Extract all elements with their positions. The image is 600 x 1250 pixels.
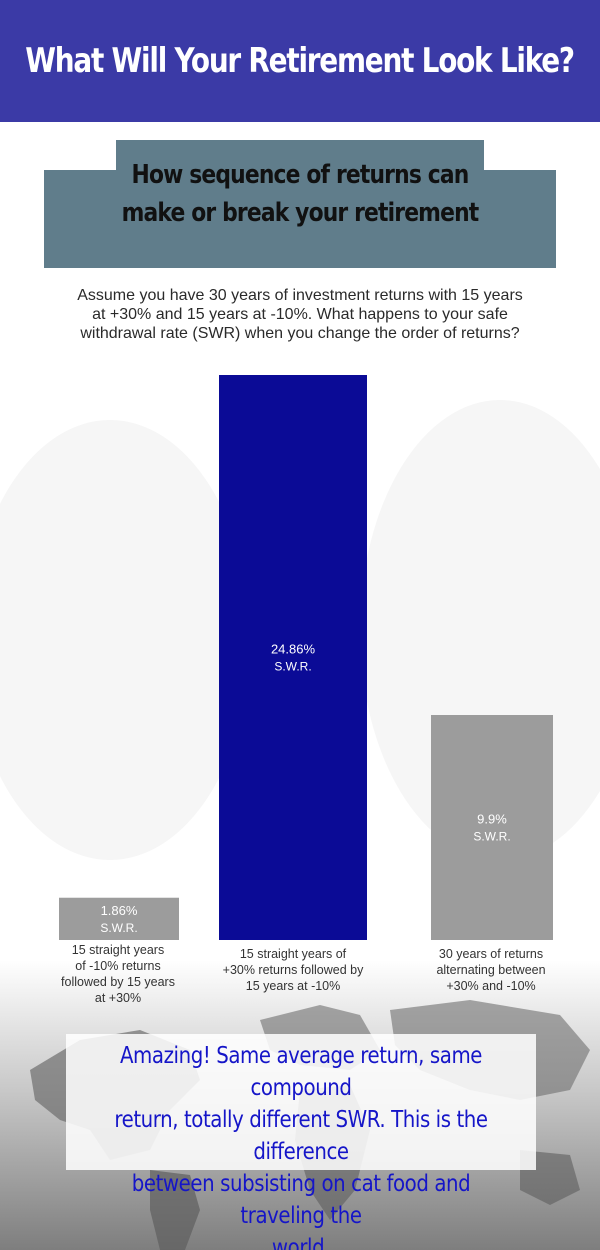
category-label-line: 15 straight years of bbox=[239, 947, 347, 961]
bar-value-label: 9.9% bbox=[477, 812, 507, 827]
intro-line: Assume you have 30 years of investment r… bbox=[77, 287, 523, 304]
category-label-line: +30% and -10% bbox=[446, 979, 536, 993]
category-label: 15 straight years of +30% returns follow… bbox=[218, 946, 368, 994]
subtitle-banner: How sequence of returns can make or brea… bbox=[44, 140, 556, 270]
intro-line: at +30% and 15 years at -10%. What happe… bbox=[92, 306, 508, 323]
intro-paragraph: Assume you have 30 years of investment r… bbox=[60, 286, 540, 343]
bar-2 bbox=[219, 375, 367, 940]
bar-1 bbox=[59, 897, 179, 940]
bar-value-label: 24.86% bbox=[271, 642, 316, 657]
banner-line: make or break your retirement bbox=[121, 198, 480, 228]
banner-heading: How sequence of returns can make or brea… bbox=[85, 156, 515, 232]
footer-line: world. bbox=[271, 1235, 331, 1250]
swr-bar-chart: 1.86% S.W.R. 24.86% S.W.R. 9.9% S.W.R. bbox=[59, 375, 553, 940]
category-label-line: of -10% returns bbox=[75, 959, 161, 973]
footer-line: Amazing! Same average return, same compo… bbox=[119, 1043, 483, 1101]
category-label-line: +30% returns followed by bbox=[222, 963, 364, 977]
category-label-line: 15 years at -10% bbox=[245, 979, 341, 993]
bar-unit-label: S.W.R. bbox=[274, 660, 311, 674]
category-label-line: followed by 15 years bbox=[61, 975, 175, 989]
category-label-line: alternating between bbox=[436, 963, 546, 977]
footer-line: between subsisting on cat food and trave… bbox=[131, 1171, 471, 1229]
footer-callout-box bbox=[66, 1034, 536, 1170]
category-label-line: 15 straight years bbox=[71, 943, 165, 957]
category-label: 30 years of returns alternating between … bbox=[416, 946, 566, 994]
footer-line: return, totally different SWR. This is t… bbox=[114, 1107, 488, 1165]
bar-unit-label: S.W.R. bbox=[473, 830, 510, 844]
bar-value-label: 1.86% bbox=[101, 903, 138, 918]
page-title: What Will Your Retirement Look Like? bbox=[25, 41, 576, 81]
bar-3 bbox=[431, 715, 553, 940]
bar-unit-label: S.W.R. bbox=[100, 921, 137, 935]
banner-line: How sequence of returns can bbox=[131, 160, 470, 190]
intro-line: withdrawal rate (SWR) when you change th… bbox=[80, 325, 520, 342]
category-label-line: at +30% bbox=[94, 991, 142, 1005]
category-label: 15 straight years of -10% returns follow… bbox=[43, 942, 193, 1006]
category-label-line: 30 years of returns bbox=[438, 947, 544, 961]
footer-callout: Amazing! Same average return, same compo… bbox=[99, 1040, 503, 1250]
header: What Will Your Retirement Look Like? bbox=[0, 0, 600, 122]
banner-ribbon bbox=[44, 140, 556, 268]
